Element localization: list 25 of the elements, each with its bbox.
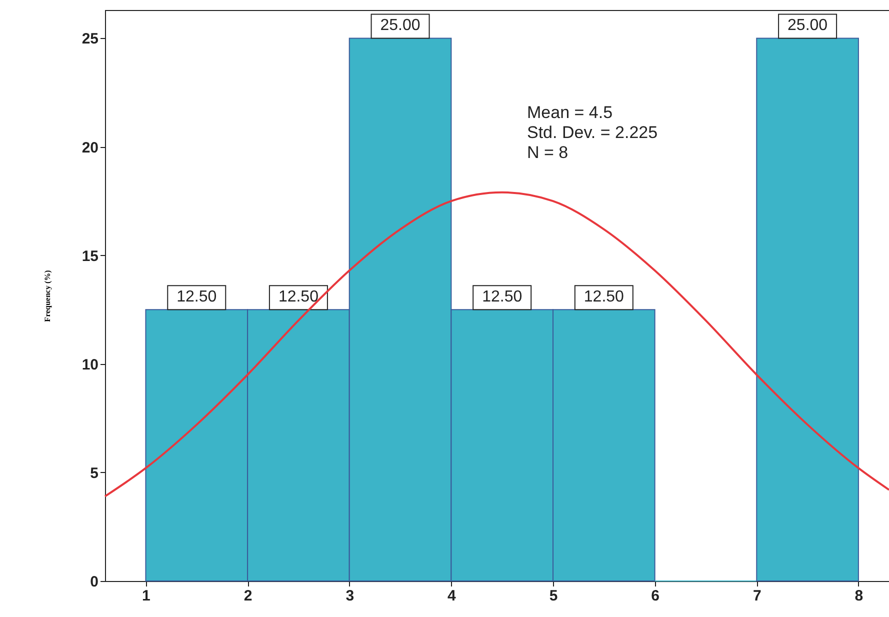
x-tick-label: 1 — [142, 588, 150, 604]
data-label: 12.50 — [278, 288, 319, 306]
data-label: 12.50 — [584, 288, 624, 306]
x-tick-label: 4 — [448, 588, 457, 604]
x-tick-label: 3 — [346, 588, 354, 604]
annotation: Std. Dev. = 2.225 — [527, 123, 658, 142]
y-tick-label: 25 — [82, 30, 98, 48]
y-tick-label: 5 — [90, 464, 98, 482]
data-label: 12.50 — [176, 288, 217, 306]
line-series — [104, 191, 889, 498]
data-label: 25.00 — [788, 17, 828, 34]
x-tick-label: 5 — [549, 588, 558, 604]
data-label: 25.00 — [380, 17, 420, 34]
y-tick-label: 15 — [82, 248, 98, 265]
y-tick-label: 20 — [82, 139, 98, 156]
x-tick-label: 8 — [854, 588, 864, 604]
data-label: 12.50 — [482, 288, 522, 306]
x-tick-label: 6 — [651, 588, 660, 604]
x-tick-label: 2 — [244, 588, 252, 604]
annotation: N = 8 — [527, 143, 568, 162]
x-tick-label: 7 — [752, 588, 762, 604]
annotation: Mean = 4.5 — [527, 103, 613, 122]
y-axis-title: Frequency (%) — [42, 270, 52, 322]
y-tick-label: 0 — [90, 574, 98, 590]
y-tick-label: 10 — [82, 356, 98, 374]
